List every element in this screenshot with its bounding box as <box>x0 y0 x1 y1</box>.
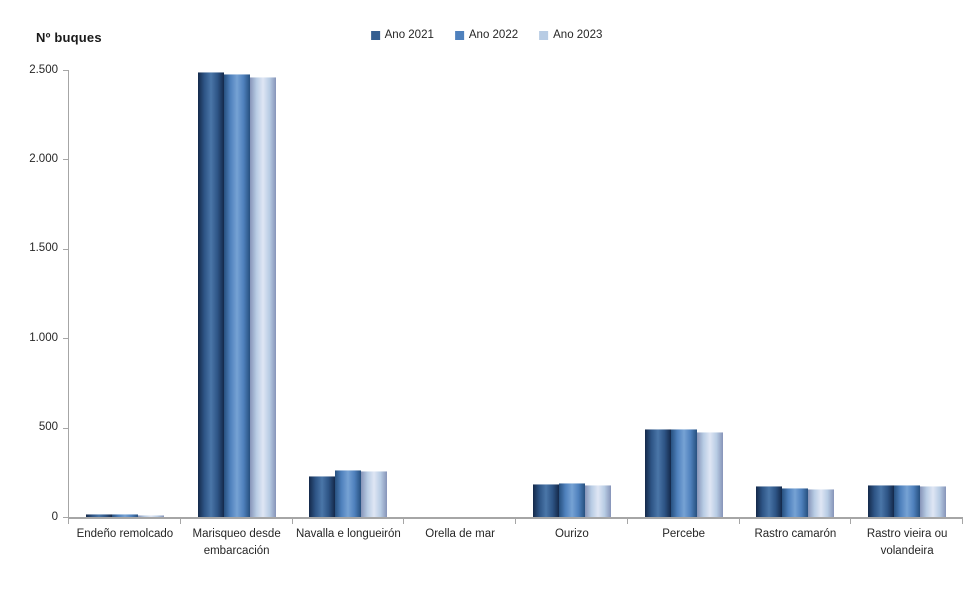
bar-group-5: Ourizo <box>516 70 628 540</box>
y-axis-tick-label: 1.500 <box>29 242 58 255</box>
x-axis-category-label: Endeño remolcado <box>76 528 174 540</box>
bar-ano-2021 <box>644 429 671 517</box>
x-axis-category-label: Navalla e longueirón <box>295 528 401 540</box>
legend: Ano 2021 Ano 2022 Ano 2023 <box>370 29 602 41</box>
y-axis-tick-label: 2.000 <box>29 152 58 165</box>
y-axis-tick-mark <box>63 248 68 250</box>
bar-ano-2023 <box>249 77 276 517</box>
bar-ano-2021 <box>756 486 783 517</box>
bar-ano-2022 <box>223 73 250 517</box>
bar-ano-2023 <box>808 488 835 517</box>
bar-ano-2021 <box>309 475 336 517</box>
y-axis-tick-mark <box>63 159 68 161</box>
legend-label: Ano 2022 <box>468 29 519 41</box>
bar-ano-2023 <box>920 485 947 517</box>
y-axis-tick-mark <box>63 517 68 518</box>
bar-ano-2023 <box>137 514 164 517</box>
bar-ano-2023 <box>473 515 500 517</box>
x-axis-tick-mark <box>850 519 852 524</box>
bar-ano-2023 <box>584 485 611 517</box>
x-axis-tick-mark <box>68 519 69 524</box>
bar-ano-2022 <box>894 484 921 517</box>
bar-ano-2021 <box>868 484 895 517</box>
bar-ano-2021 <box>421 515 448 517</box>
x-axis-tick-mark <box>291 519 293 524</box>
x-axis-tick-mark <box>738 519 740 524</box>
x-axis-category-label: Percebe <box>662 528 706 540</box>
bar-groups: Endeño remolcado Marisqueo desde embarcac… <box>69 70 963 557</box>
legend-swatch-icon <box>370 30 380 40</box>
bar-group-4: Orella de mar <box>404 70 516 540</box>
legend-label: Ano 2021 <box>384 29 434 41</box>
legend-label: Ano 2023 <box>553 29 603 41</box>
y-axis-tick-label: 0 <box>51 510 58 523</box>
bar-group-6: Percebe <box>628 70 740 540</box>
x-axis-tick-mark <box>403 519 405 524</box>
bar-ano-2023 <box>361 470 388 517</box>
bar-ano-2022 <box>447 515 474 517</box>
legend-swatch-icon <box>454 30 464 40</box>
bar-ano-2022 <box>558 483 585 517</box>
x-axis-tick-mark <box>962 519 963 524</box>
bar-ano-2022 <box>670 429 697 517</box>
bar-ano-2023 <box>696 432 723 517</box>
bar-ano-2022 <box>782 487 809 517</box>
legend-item-ano-2022: Ano 2022 <box>454 29 519 41</box>
bar-group-1: Endeño remolcado <box>69 70 181 540</box>
plot-area: Endeño remolcado Marisqueo desde embarcac… <box>68 70 963 557</box>
y-axis-tick-label: 1.000 <box>29 331 58 344</box>
y-axis-tick-mark <box>63 338 68 340</box>
chart-title: Nº buques <box>36 30 102 45</box>
x-axis-tick-mark <box>626 519 628 524</box>
bar-group-3: Navalla e longueirón <box>293 70 405 540</box>
x-axis-category-label: Rastro camarón <box>754 528 837 540</box>
bar-ano-2021 <box>532 484 559 517</box>
y-axis-tick-label: 2.500 <box>29 63 58 76</box>
bar-group-7: Rastro camarón <box>740 70 852 540</box>
legend-item-ano-2023: Ano 2023 <box>539 29 602 41</box>
bar-ano-2021 <box>85 513 112 517</box>
x-axis-tick-mark <box>515 519 516 524</box>
legend-item-ano-2021: Ano 2021 <box>370 29 434 41</box>
bar-ano-2021 <box>197 71 224 517</box>
bar-group-2: Marisqueo desde embarcación <box>181 70 293 557</box>
x-axis-category-label: Marisqueo desde embarcación <box>192 528 281 558</box>
x-axis-category-label: Orella de mar <box>425 528 495 540</box>
bar-ano-2022 <box>335 469 362 517</box>
legend-swatch-icon <box>539 30 549 40</box>
y-axis-tick-mark <box>63 427 68 429</box>
bar-group-8: Rastro vieira ou volandeira <box>851 70 963 557</box>
y-axis-tick-label: 500 <box>38 421 58 434</box>
y-axis-tick-mark <box>63 70 68 71</box>
x-axis-category-label: Ourizo <box>554 528 589 540</box>
x-axis-category-label: Rastro vieira ou volandeira <box>866 528 948 558</box>
bar-ano-2022 <box>111 513 138 517</box>
x-axis-tick-mark <box>179 519 181 524</box>
